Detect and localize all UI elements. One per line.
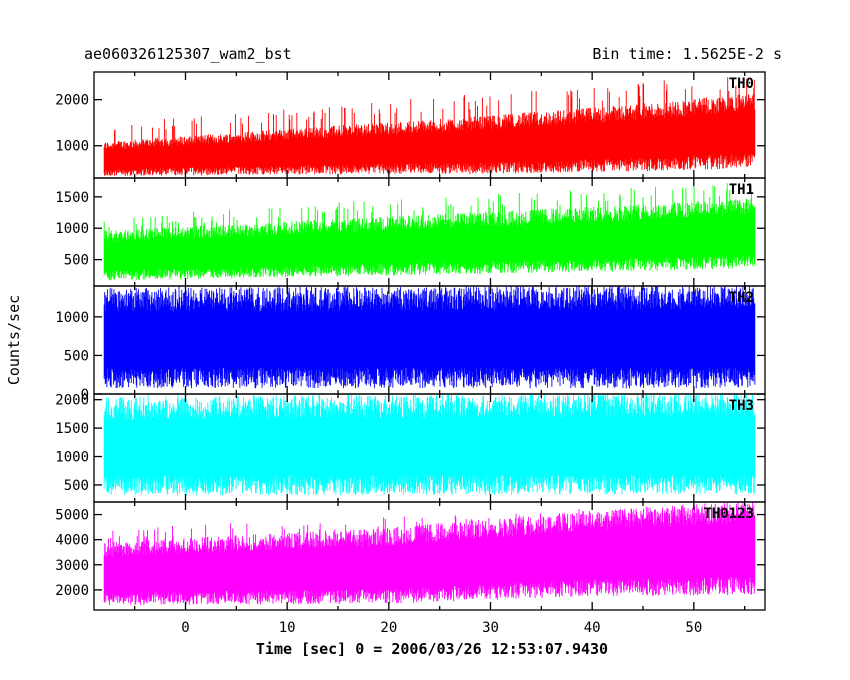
x-tick-label: 30 [482,620,499,636]
y-tick-label: 500 [64,348,89,364]
panel-th3: 500 1000 1500 2000 TH3 [55,393,766,503]
series-th1 [103,182,756,281]
x-axis-label: Time [sec] 0 = 2006/03/26 12:53:07.9430 [256,640,608,658]
panel-tag: TH1 [729,182,754,198]
y-tick-label: 4000 [55,533,89,549]
y-tick-label: 5000 [55,508,89,524]
y-tick-label: 1500 [55,190,89,206]
y-tick-label: 1500 [55,421,89,437]
x-tick-label: 40 [584,620,601,636]
panel-frame [93,501,766,611]
y-tick-label: 2000 [55,583,89,599]
y-tick-label: 500 [64,253,89,269]
x-tick-label: 0 [181,620,189,636]
panel-tag: TH0 [729,76,754,92]
panel-tag: TH0123 [703,506,754,522]
panel-th0123: 2000 3000 4000 5000 TH0123 [55,501,766,611]
panel-tag: TH2 [729,290,754,306]
y-tick-label: 500 [64,478,89,494]
y-axis-label: Counts/sec [5,295,23,385]
chart-subtitle: Bin time: 1.5625E-2 s [592,45,782,63]
x-tick-label: 10 [279,620,296,636]
panel-th2: 0 500 1000 TH2 [55,285,766,403]
x-tick-label: 20 [380,620,397,636]
y-tick-label: 1000 [55,450,89,466]
series-th2 [103,286,756,389]
y-tick-label: 1000 [55,221,89,237]
y-tick-label: 3000 [55,558,89,574]
y-tick-label: 1000 [55,310,89,326]
x-tick-label: 50 [685,620,702,636]
y-tick-label: 2000 [55,93,89,109]
series-th3 [103,394,756,496]
series-th0 [103,77,756,177]
panel-th0: 1000 2000 TH0 [55,71,766,179]
panel-th1: 500 1000 1500 TH1 [55,177,766,287]
y-tick-label: 1000 [55,139,89,155]
y-tick-label: 0 [81,387,89,403]
chart-title: ae060326125307_wam2_bst [84,45,292,63]
panel-tag: TH3 [729,398,754,414]
series-th0123 [103,502,756,605]
y-tick-label: 2000 [55,393,89,409]
